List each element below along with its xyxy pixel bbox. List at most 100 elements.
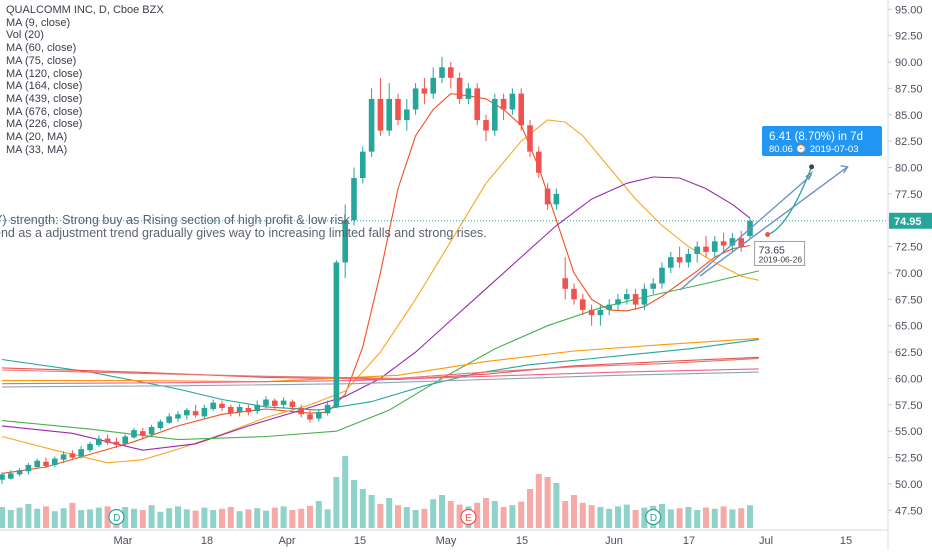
volume-bar [571,495,577,528]
projection-start-box[interactable] [754,240,806,266]
volume-bars [0,456,753,528]
y-tick-label: 95.00 [895,4,923,16]
ma-line [1,368,759,385]
legend-ma-33-ma[interactable]: MA (33, MA) [6,143,68,156]
volume-bar [395,505,401,528]
volume-bar [430,499,437,528]
candle-body [157,421,164,429]
candle-body [703,246,709,252]
candlesticks [0,56,753,484]
y-tick-label: 47.50 [895,505,923,517]
volume-bar [69,502,76,528]
legend-ma-75[interactable]: MA (75, close) [6,54,77,67]
indicator-legend[interactable]: QUALCOMM INC, D, Cboe BZX MA (9, close) … [6,4,164,156]
candle-body [509,93,516,110]
volume-bar [447,501,454,528]
volume-bar [351,480,357,528]
y-tick-label: 65.00 [895,321,923,333]
candle-body [272,400,278,406]
volume-bar [483,498,489,528]
event-marker[interactable] [460,508,477,526]
event-marker-label: D [650,513,657,524]
volume-bar [227,507,234,528]
legend-ma-676[interactable]: MA (676, close) [6,105,83,118]
legend-ma-60[interactable]: MA (60, close) [6,42,77,55]
ma-line [1,338,759,411]
x-tick-label: 15 [516,535,528,547]
ma-line [1,356,759,381]
x-tick-label: Mar [114,535,133,547]
volume-bar [157,511,164,528]
y-tick-label: 50.00 [895,479,923,491]
candle-body [25,464,32,472]
candle-body [351,178,357,221]
volume-bar [579,502,586,528]
candle-body [659,267,665,284]
candle-body [676,257,683,263]
candle-body [228,406,234,414]
legend-ma-226[interactable]: MA (226, close) [6,118,83,131]
time-axis: Mar 18 Apr 15 May 15 Jun 17 Jul 15 [0,529,888,547]
volume-bar [720,506,727,528]
candle-body [245,407,252,413]
legend-ma-20-ma[interactable]: MA (20, MA) [6,131,68,144]
candle-body [122,436,128,444]
candle-body [43,461,49,466]
candle-body [712,241,718,252]
volume-bar [403,507,410,528]
candle-body [483,120,489,131]
candle-body [324,404,331,414]
candle-body [624,294,630,300]
event-marker[interactable] [108,508,125,526]
volume-bar [412,510,419,528]
candle-body [500,98,507,110]
candle-body [263,399,269,406]
volume-bar [711,508,718,528]
legend-ma-120[interactable]: MA (120, close) [6,67,83,80]
x-tick-label: Jul [759,535,773,547]
x-tick-label: 18 [201,535,213,547]
event-marker[interactable] [645,508,662,526]
x-tick-label: 17 [683,535,695,547]
candle-body [430,77,436,94]
projection-label-box[interactable] [762,126,882,156]
volume-bar [747,505,753,528]
candle-body [131,430,137,438]
candle-body [720,241,727,246]
volume-bar [386,498,393,528]
candle-body [729,238,736,246]
candle-body [685,253,692,263]
x-tick-label: 15 [354,535,366,547]
candle-body [175,414,181,419]
legend-ma-9[interactable]: MA (9, close) [6,16,71,29]
candle-body [597,309,604,316]
x-tick-label: 15 [840,535,852,547]
event-marker-label: E [465,513,472,524]
volume-bar [518,501,525,528]
candle-body [456,77,463,99]
volume-bar [535,474,542,528]
legend-ma-439[interactable]: MA (439, close) [6,92,83,105]
candle-body [289,401,296,407]
candle-body [166,416,172,423]
y-tick-label: 60.00 [895,373,923,385]
candle-body [474,88,480,121]
last-price-badge [889,212,932,229]
candle-body [316,412,322,419]
price-axis: 47.50 50.00 52.50 55.00 57.50 60.00 62.50 65.00… [887,0,932,550]
annotation-text: Y) strength: Strong buy as Rising sectio… [0,213,487,240]
volume-bar [192,510,199,528]
volume-bar [60,508,67,528]
legend-ma-164[interactable]: MA (164, close) [6,80,83,93]
event-marker-label: D [113,513,120,524]
candle-body [421,88,428,94]
legend-vol-20[interactable]: Vol (20) [6,29,44,42]
candle-body [544,188,551,205]
y-tick-label: 72.50 [895,242,923,254]
chart-title[interactable]: QUALCOMM INC, D, Cboe BZX [6,4,164,16]
volume-bar [324,509,331,528]
candle-body [580,299,586,310]
ma-line [1,371,759,388]
